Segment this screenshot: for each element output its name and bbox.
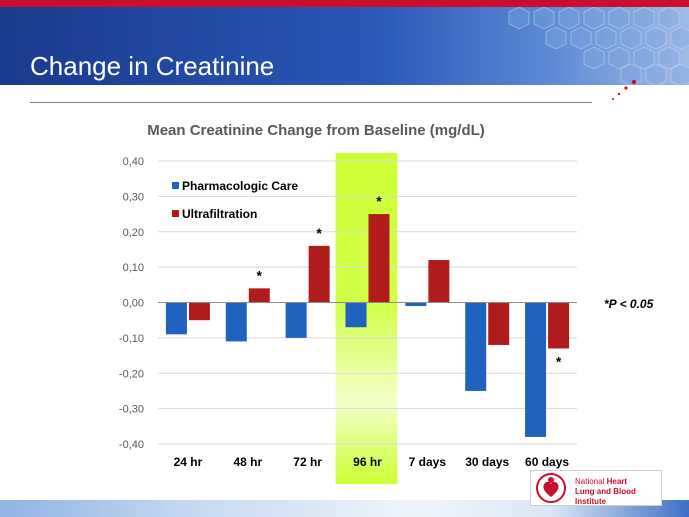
bar — [285, 302, 307, 338]
x-tick-label: 24 hr — [174, 455, 203, 469]
bar — [308, 245, 330, 303]
x-tick-label: 96 hr — [353, 455, 382, 469]
significance-marker: * — [316, 225, 322, 241]
y-tick-label: 0,20 — [123, 227, 144, 239]
legend-swatch — [172, 210, 179, 217]
y-tick-label: -0,40 — [119, 439, 144, 451]
bar — [428, 260, 450, 303]
bar — [465, 302, 487, 391]
legend-label: Ultrafiltration — [182, 207, 257, 221]
slide-title: Change in Creatinine — [30, 51, 275, 81]
hexagon-pattern-icon — [508, 7, 689, 85]
y-tick-label: 0,40 — [123, 156, 144, 168]
bar — [368, 214, 390, 303]
significance-marker: * — [376, 193, 382, 209]
x-tick-label: 72 hr — [293, 455, 322, 469]
bar — [225, 302, 247, 342]
heart-logo-icon — [536, 473, 566, 503]
bar — [405, 302, 427, 307]
y-tick-label: 0,30 — [123, 191, 144, 203]
bar — [488, 302, 510, 345]
chart-title: Mean Creatinine Change from Baseline (mg… — [147, 122, 485, 139]
bar — [525, 302, 547, 437]
legend-swatch — [172, 182, 179, 189]
x-tick-label: 7 days — [409, 455, 447, 469]
significance-note: *P < 0.05 — [604, 297, 654, 311]
bar-layer — [165, 214, 570, 437]
logo-text: National Heart Lung and Blood Institute — [575, 477, 665, 507]
legend: Pharmacologic Care Ultrafiltration — [172, 179, 298, 221]
bar — [548, 302, 570, 349]
y-tick-label: -0,30 — [119, 404, 144, 416]
top-accent-bar — [0, 0, 689, 7]
logo-line1-a: National — [575, 477, 605, 486]
bar — [248, 288, 270, 303]
decorative-dots-icon — [612, 79, 637, 100]
x-tick-label: 48 hr — [233, 455, 262, 469]
axis-layer: 0,40 0,30 0,20 0,10 0,00 -0,10 -0,20 -0,30 -0,40… — [119, 156, 577, 469]
y-tick-label: -0,20 — [119, 368, 144, 380]
title-divider — [30, 102, 592, 103]
slide-header: Change in Creatinine — [0, 7, 689, 85]
grid-layer — [158, 160, 577, 445]
footer-strip — [0, 500, 689, 517]
logo-line1-b: Heart — [606, 477, 628, 486]
significance-marker: * — [556, 353, 562, 369]
label-layer: * * * * — [257, 193, 562, 369]
y-tick-label: -0,10 — [119, 333, 144, 345]
y-tick-label: 0,10 — [123, 262, 144, 274]
legend-label: Pharmacologic Care — [182, 179, 298, 193]
logo-line2: Lung and Blood Institute — [575, 487, 636, 506]
x-tick-label: 60 days — [525, 455, 569, 469]
bar — [165, 302, 187, 335]
significance-marker: * — [257, 267, 263, 283]
bar — [345, 302, 367, 328]
bar — [188, 302, 210, 321]
y-tick-label: 0,00 — [123, 298, 144, 310]
x-tick-label: 30 days — [465, 455, 509, 469]
nhlbi-logo: National Heart Lung and Blood Institute — [530, 470, 662, 506]
